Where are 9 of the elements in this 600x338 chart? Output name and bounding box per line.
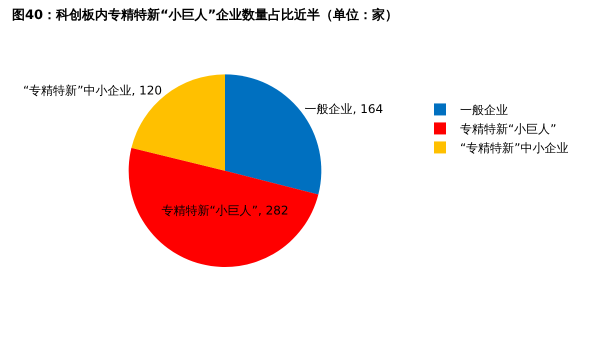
data-label: 专精特新“小巨人”, 282 bbox=[162, 204, 288, 218]
pie-slice bbox=[128, 148, 318, 267]
data-label: “专精特新”中小企业, 120 bbox=[23, 84, 162, 98]
legend-label: “专精特新”中小企业 bbox=[460, 141, 568, 156]
legend-label: 一般企业 bbox=[460, 103, 508, 118]
data-label: 一般企业, 164 bbox=[304, 102, 384, 116]
legend-label: 专精特新“小巨人” bbox=[460, 122, 556, 136]
chart-title: 图40：科创板内专精特新“小巨人”企业数量占比近半（单位：家） bbox=[12, 7, 398, 24]
pie-slice bbox=[131, 74, 225, 171]
